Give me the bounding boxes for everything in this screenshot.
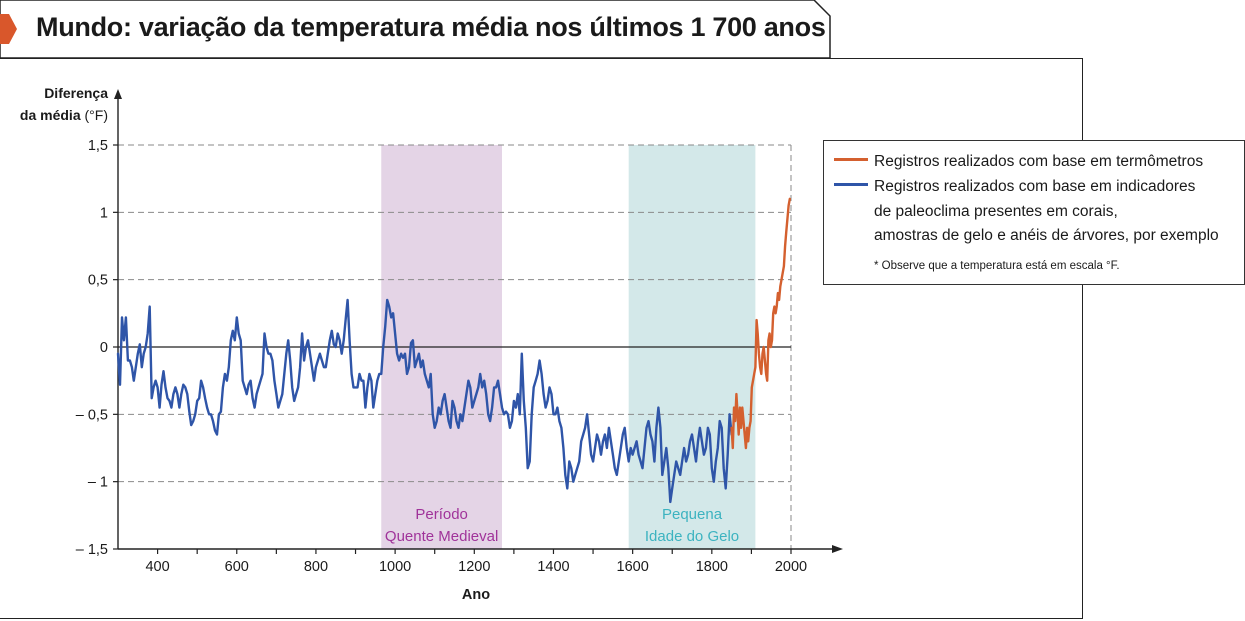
region-label-1-1: Idade do Gelo: [645, 528, 739, 545]
y-tick-label-2: 0,5: [88, 273, 108, 289]
legend-swatch-proxy: [834, 183, 868, 187]
x-tick-label-6: 1600: [617, 559, 649, 575]
chart-frame: [0, 58, 1083, 619]
series-line-1: [730, 197, 791, 450]
legend-swatch-thermometer: [834, 158, 868, 162]
region-label-0-0: Período: [415, 506, 468, 523]
y-tick-label-4: – 0,5: [76, 407, 108, 423]
legend-label-proxy-line-2: de paleoclima presentes em corais,: [874, 203, 1118, 220]
y-axis-arrow-icon: [114, 89, 122, 99]
y-tick-label-1: 1: [100, 205, 108, 221]
title-tab-shape: [0, 0, 831, 59]
x-tick-label-2: 800: [304, 559, 328, 575]
x-tick-label-7: 1800: [696, 559, 728, 575]
x-axis-arrow-icon: [832, 545, 843, 553]
title-tab: Mundo: variação da temperatura média nos…: [0, 0, 832, 60]
legend-note: * Observe que a temperatura está em esca…: [874, 260, 1120, 272]
y-axis-title-line-1: Diferença: [44, 85, 108, 101]
region-label-0-1: Quente Medieval: [385, 528, 498, 545]
x-tick-label-4: 1200: [458, 559, 490, 575]
x-tick-label-3: 1000: [379, 559, 411, 575]
x-tick-label-0: 400: [145, 559, 169, 575]
legend: Registros realizados com base em termôme…: [823, 140, 1245, 285]
legend-label-proxy-line-3: amostras de gelo e anéis de árvores, por…: [874, 227, 1219, 244]
y-axis-title-line-2: da média (°F): [20, 107, 108, 123]
series-line-0: [116, 298, 733, 504]
y-tick-label-6: – 1,5: [76, 542, 108, 558]
page-title: Mundo: variação da temperatura média nos…: [36, 12, 826, 42]
y-tick-label-3: 0: [100, 340, 108, 356]
legend-label-proxy-line-1: Registros realizados com base em indicad…: [874, 178, 1196, 195]
legend-item-thermometer: Registros realizados com base em termôme…: [834, 151, 1203, 172]
accent-marker-icon: [0, 14, 17, 44]
x-tick-label-5: 1400: [537, 559, 569, 575]
x-tick-label-1: 600: [225, 559, 249, 575]
x-axis-title: Ano: [462, 587, 490, 603]
region-label-1-0: Pequena: [662, 506, 723, 523]
x-tick-label-8: 2000: [775, 559, 807, 575]
y-tick-label-0: 1,5: [88, 138, 108, 154]
legend-item-proxy: Registros realizados com base em indicad…: [834, 176, 1195, 197]
legend-label-thermometer: Registros realizados com base em termôme…: [874, 153, 1204, 170]
y-tick-label-5: – 1: [88, 475, 108, 491]
